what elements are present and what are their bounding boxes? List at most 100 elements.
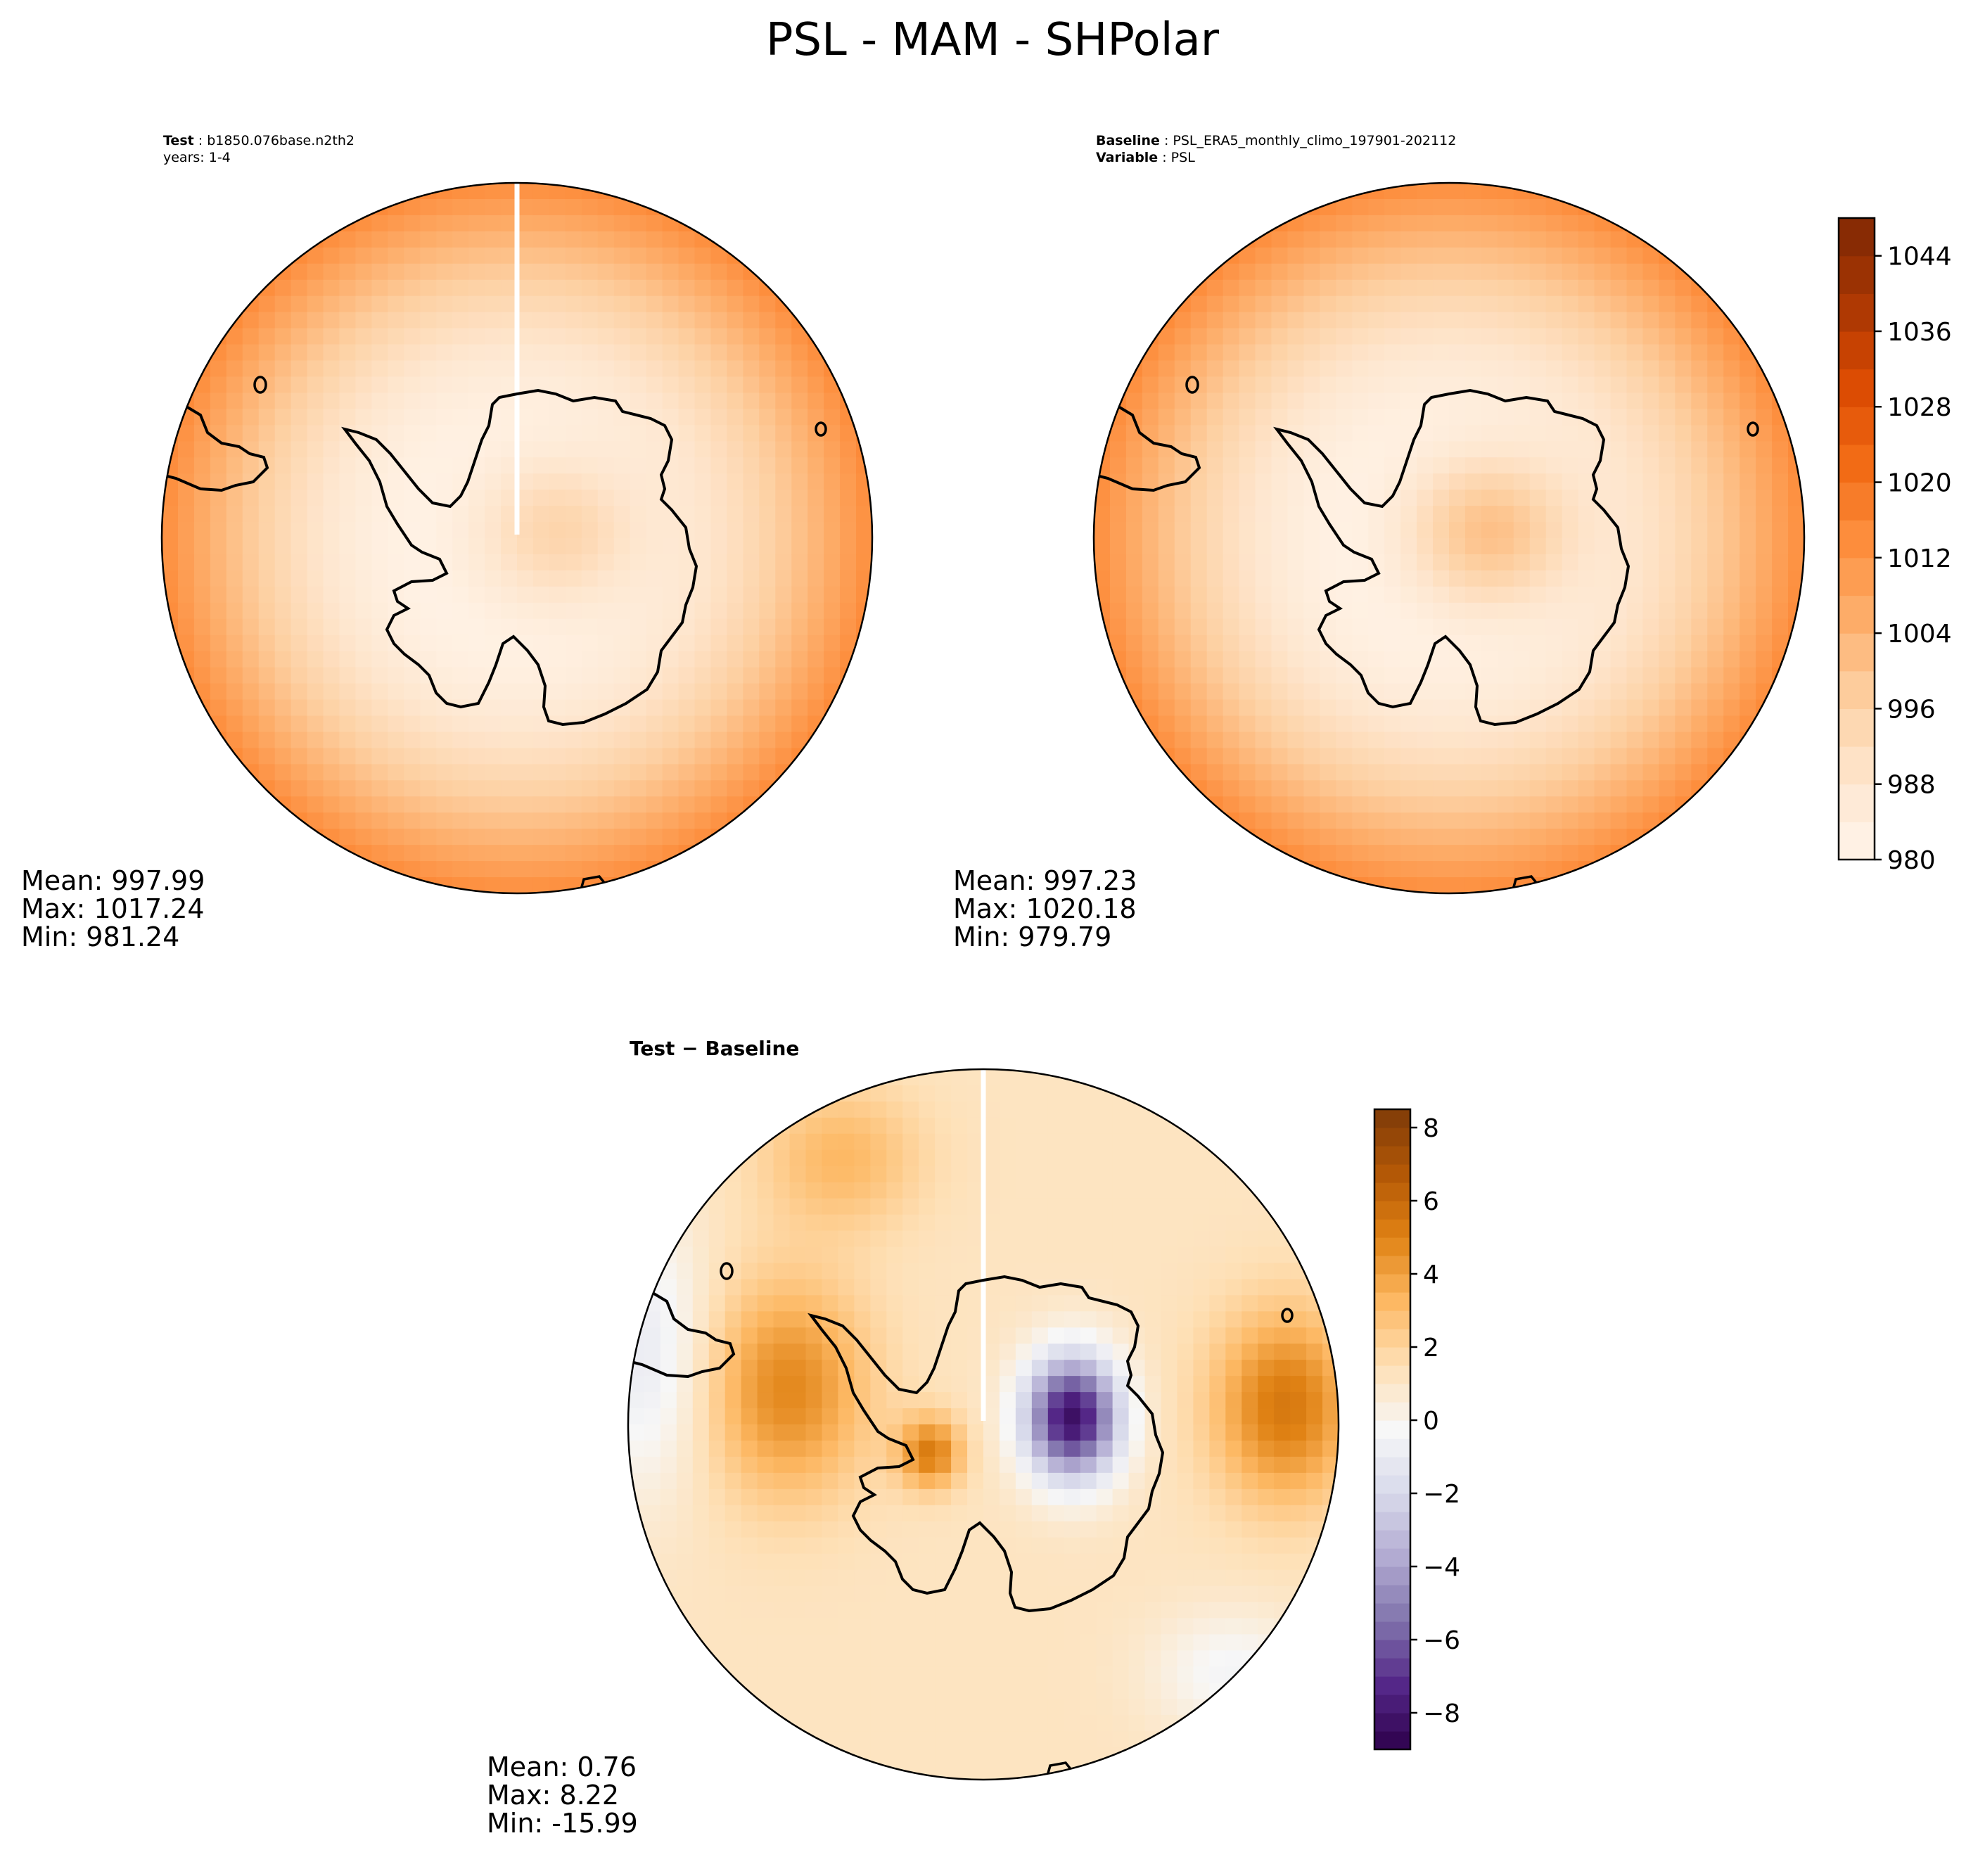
field-cell <box>485 328 502 345</box>
field-cell <box>1128 1149 1146 1167</box>
field-cell <box>662 618 679 636</box>
field-cell <box>886 1472 904 1490</box>
field-cell <box>420 845 438 862</box>
field-cell <box>517 328 534 345</box>
field-cell <box>210 457 227 474</box>
field-cell <box>565 764 582 781</box>
field-cell <box>1128 1666 1146 1684</box>
field-cell <box>1578 425 1595 442</box>
field-cell <box>1225 1553 1243 1571</box>
field-cell <box>967 1618 984 1635</box>
field-cell <box>1225 1440 1243 1457</box>
field-cell <box>1239 522 1256 539</box>
field-cell <box>870 1521 888 1538</box>
field-cell <box>1015 1376 1033 1393</box>
field-cell <box>1190 393 1208 410</box>
field-cell <box>1691 602 1709 620</box>
field-cell <box>935 1182 952 1199</box>
field-cell <box>307 715 324 733</box>
field-cell <box>1594 651 1611 668</box>
field-cell <box>1209 1392 1227 1409</box>
field-cell <box>1112 1182 1130 1199</box>
field-cell <box>886 1117 904 1135</box>
field-cell <box>1642 699 1660 717</box>
field-cell <box>630 829 647 846</box>
field-cell <box>1352 829 1370 846</box>
field-cell <box>258 522 276 539</box>
field-cell <box>757 1311 774 1329</box>
field-cell <box>1772 618 1789 636</box>
field-cell <box>371 376 389 394</box>
field-cell <box>1675 570 1692 587</box>
field-cell <box>919 1488 936 1506</box>
field-cell <box>307 328 324 345</box>
field-cell <box>773 1392 791 1409</box>
field-cell <box>838 1182 855 1199</box>
field-cell <box>355 312 373 329</box>
field-cell <box>436 441 453 459</box>
field-cell <box>323 441 340 459</box>
field-cell <box>854 1634 872 1652</box>
field-cell <box>274 602 292 620</box>
field-cell <box>1015 1505 1033 1522</box>
field-cell <box>1274 1263 1291 1280</box>
field-cell <box>759 554 777 571</box>
field-cell <box>951 1408 968 1425</box>
field-cell <box>291 473 308 490</box>
field-cell <box>1174 312 1192 329</box>
field-cell <box>355 796 373 814</box>
field-cell <box>1064 1699 1081 1716</box>
field-cell <box>646 748 663 765</box>
field-cell <box>1128 1650 1146 1668</box>
field-cell <box>1336 376 1353 394</box>
field-cell <box>727 360 744 378</box>
field-cell <box>662 247 679 264</box>
field-cell <box>1481 295 1498 313</box>
field-cell <box>436 634 453 652</box>
field-cell <box>485 183 502 200</box>
field-cell <box>1239 748 1256 765</box>
field-cell <box>1578 360 1595 378</box>
field-cell <box>549 409 566 426</box>
field-cell <box>854 1360 872 1377</box>
field-cell <box>1242 1585 1259 1603</box>
field-cell <box>824 522 841 539</box>
field-cell <box>388 570 405 587</box>
field-cell <box>1497 634 1514 652</box>
field-cell <box>1481 570 1498 587</box>
field-cell <box>951 1505 968 1522</box>
field-cell <box>630 538 647 555</box>
field-cell <box>1545 360 1563 378</box>
field-cell <box>485 441 502 459</box>
field-cell <box>773 1246 791 1264</box>
field-cell <box>1287 570 1305 587</box>
field-cell <box>727 295 744 313</box>
field-cell <box>339 376 357 394</box>
field-cell <box>919 1295 936 1313</box>
field-cell <box>274 699 292 717</box>
field-cell <box>565 344 582 362</box>
field-cell <box>870 1214 888 1232</box>
field-cell <box>886 1602 904 1619</box>
field-cell <box>773 1295 791 1313</box>
field-cell <box>1723 360 1740 378</box>
field-cell <box>1723 732 1740 749</box>
colorbar-level <box>1839 822 1875 860</box>
field-cell <box>1064 1521 1081 1538</box>
field-cell <box>951 1456 968 1474</box>
field-cell <box>1271 634 1289 652</box>
field-cell <box>452 845 469 862</box>
field-cell <box>1174 522 1192 539</box>
field-cell <box>1064 1569 1081 1587</box>
field-cell <box>1691 732 1709 749</box>
field-cell <box>1015 1747 1033 1764</box>
field-cell <box>1303 715 1321 733</box>
field-cell <box>420 441 438 459</box>
field-cell <box>710 764 728 781</box>
field-cell <box>1274 1360 1291 1377</box>
field-cell <box>757 1650 774 1668</box>
field-cell <box>1642 247 1660 264</box>
field-cell <box>549 441 566 459</box>
field-cell <box>1177 1618 1194 1635</box>
